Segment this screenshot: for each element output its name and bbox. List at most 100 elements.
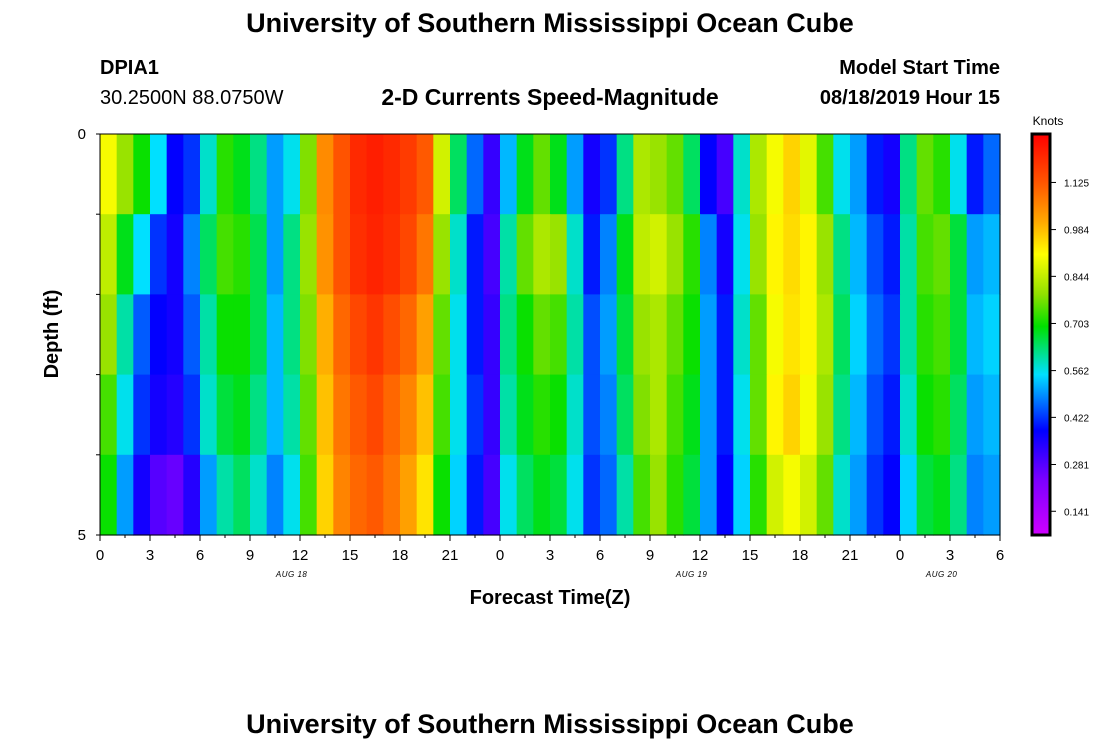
colorbar-tick-label: 0.141 [1064,507,1089,518]
heatmap-cell [416,214,434,295]
heatmap-cell [316,374,334,456]
heatmap-cell [816,374,834,456]
station-coordinates: 30.2500N 88.0750W [100,87,284,109]
heatmap-cell [316,134,334,215]
heatmap-cell [150,134,168,215]
heatmap-cell [300,454,318,536]
heatmap-cell [450,214,468,295]
footer-title: University of Southern Mississippi Ocean… [246,709,854,739]
heatmap-cell [566,214,584,295]
heatmap-cell [133,134,151,215]
x-tick-label: 18 [792,547,809,564]
heatmap-cell [216,294,234,376]
heatmap-cell [966,294,984,376]
heatmap-cell [900,214,918,295]
heatmap-cell [233,374,251,456]
heatmap-cell [666,374,684,456]
heatmap-cell [600,134,618,215]
heatmap-cell [633,134,651,215]
heatmap-cell [750,214,768,295]
chart-title: University of Southern Mississippi Ocean… [246,8,854,38]
x-tick-label: 21 [842,547,859,564]
heatmap-cell [166,294,184,376]
heatmap-cell [900,294,918,376]
heatmap-cell [333,374,351,456]
heatmap-cell [450,454,468,536]
heatmap-cell [716,454,734,536]
heatmap-cell [550,294,568,376]
heatmap-cell [300,214,318,295]
heatmap-cell [750,134,768,215]
heatmap-cell [100,374,118,456]
heatmap-cell [116,454,134,536]
heatmap-cell [833,454,851,536]
heatmap-cell [266,214,284,295]
heatmap-cell [400,134,418,215]
x-tick-label: 9 [246,547,254,564]
heatmap-cell [233,134,251,215]
heatmap-cell [416,454,434,536]
heatmap-cell [950,374,968,456]
heatmap-cell [700,214,718,295]
x-date-label: AUG 18 [275,570,308,579]
heatmap-cell [766,294,784,376]
heatmap-cell [833,374,851,456]
heatmap-cell [366,214,384,295]
heatmap-cell [433,374,451,456]
heatmap-cell [133,454,151,536]
heatmap-cell [816,294,834,376]
heatmap-cell [483,374,501,456]
heatmap-cell [883,294,901,376]
heatmap-cell [416,294,434,376]
heatmap-cell [900,454,918,536]
heatmap-cell [666,294,684,376]
heatmap-cell [466,374,484,456]
colorbar-tick-label: 1.125 [1064,178,1089,189]
heatmap-cell [216,214,234,295]
heatmap-cell [883,214,901,295]
colorbar-ticks: 0.141 0.281 0.422 0.562 0.703 0.844 0.984 1.125 [1050,178,1089,518]
x-axis: 0 3 6 9 12 15 18 21 0 3 6 9 12 15 18 21 0 3 6 AUG 18 AUG 19 A… [96,535,1004,579]
heatmap-cell [700,454,718,536]
heatmap-cell [183,294,201,376]
x-date-label: AUG 20 [925,570,958,579]
heatmap-cell [183,134,201,215]
heatmap-cell [783,214,801,295]
heatmap-cell [800,294,818,376]
heatmap-cells [100,134,1001,536]
colorbar-tick-label: 0.281 [1064,460,1089,471]
heatmap-cell [283,214,301,295]
heatmap-cell [616,454,634,536]
heatmap-cell [500,214,518,295]
heatmap-cell [866,134,884,215]
heatmap-cell [650,294,668,376]
heatmap-cell [300,374,318,456]
heatmap-cell [766,454,784,536]
chart-subtitle: 2-D Currents Speed-Magnitude [381,84,719,110]
heatmap-cell [883,374,901,456]
heatmap-cell [733,294,751,376]
heatmap-cell [633,374,651,456]
heatmap-cell [800,374,818,456]
heatmap-cell [533,294,551,376]
heatmap-cell [316,454,334,536]
x-tick-label: 3 [946,547,954,564]
heatmap-cell [566,374,584,456]
heatmap-cell [383,454,401,536]
heatmap-cell [750,374,768,456]
heatmap-cell [300,134,318,215]
heatmap-cell [616,214,634,295]
heatmap-cell [383,294,401,376]
heatmap-cell [166,374,184,456]
heatmap-cell [350,374,368,456]
heatmap-cell [216,134,234,215]
heatmap-cell [933,214,951,295]
heatmap-cell [650,214,668,295]
colorbar-tick-label: 0.984 [1064,226,1089,237]
heatmap-cell [500,454,518,536]
heatmap-cell [483,134,501,215]
heatmap-cell [333,214,351,295]
heatmap-cell [933,374,951,456]
heatmap-cell [333,294,351,376]
heatmap-cell [383,214,401,295]
